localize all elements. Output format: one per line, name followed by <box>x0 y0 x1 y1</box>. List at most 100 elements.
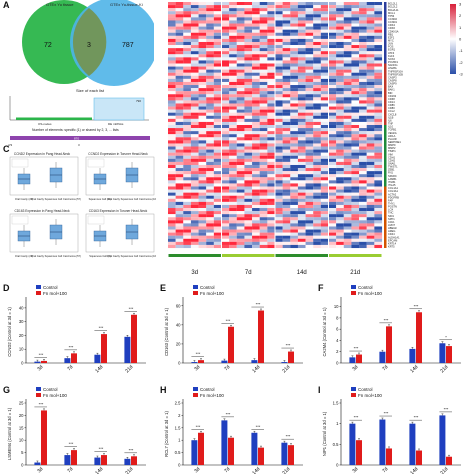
heatmap-cell <box>183 155 191 159</box>
bar-treated <box>198 360 204 363</box>
heatmap-cell <box>305 32 314 36</box>
heatmap-cell <box>259 121 268 126</box>
heatmap-cell <box>190 220 199 224</box>
heatmap-cell <box>206 103 214 107</box>
heatmap-cell <box>290 235 298 239</box>
heatmap-cell <box>236 217 245 221</box>
heatmap-cell <box>221 134 230 138</box>
heatmap-cell <box>236 60 245 64</box>
heatmap-cell <box>183 66 191 70</box>
heatmap-cell <box>328 48 337 52</box>
heatmap-cell <box>313 192 321 196</box>
heatmap-cell <box>336 229 344 233</box>
heatmap-cell <box>290 26 298 30</box>
heatmap-cell <box>366 69 375 73</box>
heatmap-cell <box>221 125 230 129</box>
heatmap-cell <box>313 112 321 116</box>
heatmap-cell <box>275 118 283 122</box>
bar-ylabel: LSMEM4 (Control at 3d = 1) <box>7 407 12 460</box>
heatmap-cell <box>366 121 375 126</box>
heatmap-cell <box>259 91 268 95</box>
heatmap-cell <box>236 220 245 224</box>
bar-treated <box>288 445 294 465</box>
heatmap-cell <box>244 201 253 205</box>
heatmap-cell <box>359 223 367 227</box>
heatmap-cell <box>244 152 253 156</box>
heatmap-cell <box>190 8 199 12</box>
heatmap-color-scale <box>450 4 456 74</box>
heatmap-cell <box>275 164 283 169</box>
heatmap-cell <box>252 91 260 95</box>
heatmap-cell <box>282 140 291 144</box>
heatmap-cell <box>374 128 383 132</box>
heatmap-cell <box>305 183 314 187</box>
heatmap-cell <box>206 217 214 221</box>
heatmap-cell <box>267 5 276 9</box>
heatmap-cell <box>229 103 237 107</box>
heatmap-cell <box>213 174 222 178</box>
bar-control <box>409 423 416 465</box>
heatmap-cell <box>183 140 191 144</box>
heatmap-cell <box>259 57 268 61</box>
heatmap-cell <box>351 51 360 55</box>
heatmap-cell <box>221 91 230 95</box>
heatmap-cell <box>168 94 176 98</box>
heatmap-cell <box>267 220 276 224</box>
heatmap-cell <box>183 161 191 166</box>
heatmap-cell <box>305 118 314 122</box>
heatmap-cell <box>175 118 184 122</box>
heatmap-cell <box>343 26 352 30</box>
heatmap-cell <box>175 125 184 129</box>
heatmap-cell <box>343 152 352 156</box>
heatmap-cell <box>336 75 344 79</box>
heatmap-cell <box>206 201 214 205</box>
heatmap-cell <box>168 121 176 126</box>
heatmap-cell <box>267 69 276 73</box>
heatmap-cell <box>229 5 237 9</box>
heatmap-cell <box>320 41 329 46</box>
boxplot-title: CD163 Expression in Pang Head-Neck <box>14 209 70 213</box>
heatmap-cell <box>190 103 199 107</box>
heatmap-cell <box>244 20 253 24</box>
heatmap-cell <box>366 137 375 141</box>
heatmap-cell <box>275 195 283 199</box>
heatmap-cell <box>190 94 199 98</box>
heatmap-cell <box>190 177 199 181</box>
heatmap-cell <box>366 94 375 98</box>
heatmap-cell <box>343 103 352 107</box>
heatmap-cell <box>297 72 306 76</box>
heatmap-cell <box>267 91 276 95</box>
heatmap-cell <box>168 125 176 129</box>
heatmap-cell <box>282 75 291 79</box>
heatmap-cell <box>313 5 321 9</box>
heatmap-cell <box>175 192 184 196</box>
heatmap-cell <box>244 63 253 67</box>
heatmap-cell <box>175 41 184 46</box>
heatmap-cell <box>297 211 306 215</box>
heatmap-cell <box>320 115 329 119</box>
heatmap-cell <box>305 229 314 233</box>
heatmap-cell <box>229 204 237 209</box>
heatmap-cell <box>328 2 337 6</box>
heatmap-cell <box>328 134 337 138</box>
heatmap-cell <box>336 109 344 113</box>
heatmap-cell <box>168 140 176 144</box>
bar-legend-swatch <box>193 291 198 295</box>
heatmap-cell <box>313 94 321 98</box>
bar-category-label: 14d <box>409 466 419 474</box>
heatmap-cell <box>221 115 230 119</box>
heatmap-cell <box>267 161 276 166</box>
heatmap-cell <box>305 198 314 202</box>
heatmap-cell <box>198 208 207 212</box>
heatmap-cell <box>290 38 298 43</box>
heatmap-cell <box>221 26 230 30</box>
heatmap-cell <box>252 214 260 218</box>
heatmap-cell <box>374 57 383 61</box>
heatmap-gene-label: CCND1 <box>388 20 397 24</box>
heatmap-cell <box>259 241 268 245</box>
heatmap-cell <box>343 91 352 95</box>
heatmap-cell <box>206 20 214 24</box>
heatmap-cell <box>175 244 184 249</box>
heatmap-cell <box>206 189 214 193</box>
heatmap-cell <box>290 164 298 169</box>
